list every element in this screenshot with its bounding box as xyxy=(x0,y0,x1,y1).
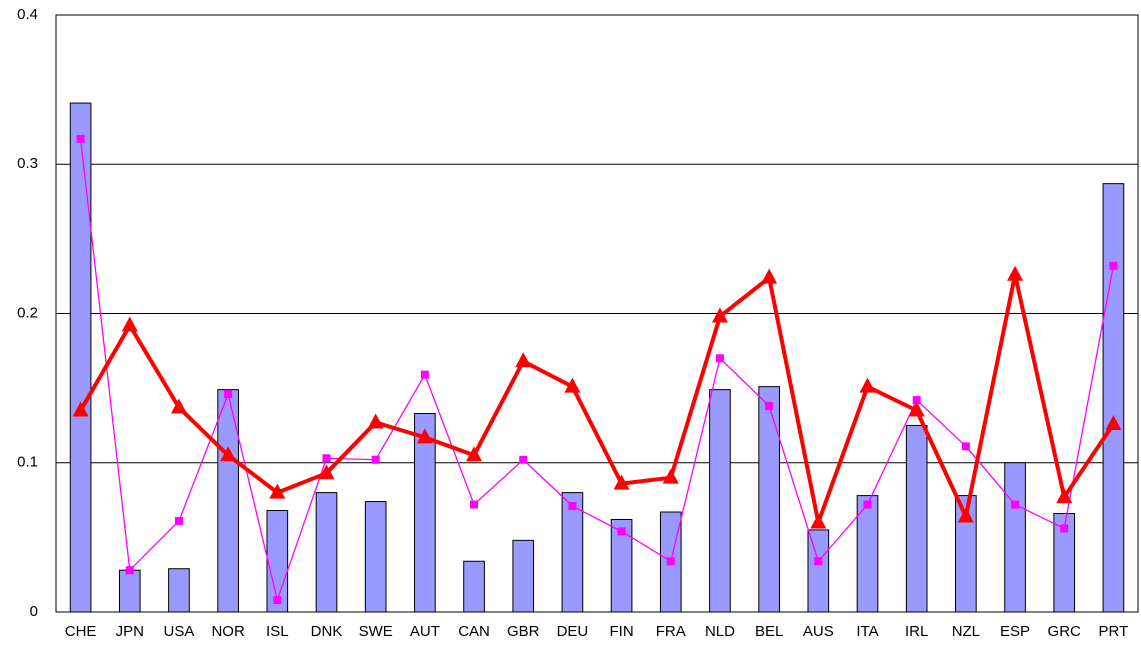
marker xyxy=(617,527,626,536)
x-tick-label: NLD xyxy=(705,623,735,640)
bar xyxy=(512,539,535,613)
marker xyxy=(420,370,429,379)
bar xyxy=(807,529,830,613)
x-tick-label: DNK xyxy=(311,623,343,640)
marker xyxy=(957,507,974,523)
marker xyxy=(814,557,823,566)
bar xyxy=(610,518,633,613)
x-tick-label: JPN xyxy=(116,623,144,640)
x-tick-label: PRT xyxy=(1099,623,1129,640)
y-tick-label: 0.2 xyxy=(17,304,38,321)
bar xyxy=(168,568,190,613)
line xyxy=(78,272,1116,525)
marker xyxy=(1011,500,1020,509)
marker xyxy=(322,454,331,463)
marker xyxy=(170,398,187,414)
x-tick-label: BEL xyxy=(755,623,783,640)
x-tick-label: NOR xyxy=(211,623,245,640)
marker xyxy=(666,557,675,566)
marker xyxy=(761,268,778,284)
marker xyxy=(220,446,237,462)
marker xyxy=(765,402,774,411)
marker xyxy=(908,401,925,417)
bar xyxy=(118,569,141,613)
marker xyxy=(912,396,921,405)
bar xyxy=(1053,512,1076,613)
bar xyxy=(561,492,584,613)
marker xyxy=(568,502,577,511)
marker xyxy=(367,413,384,429)
marker xyxy=(72,401,89,417)
marker xyxy=(76,134,85,143)
marker xyxy=(371,455,380,464)
marker xyxy=(269,483,286,499)
x-tick-label: CHE xyxy=(65,623,97,640)
marker xyxy=(1109,261,1118,270)
y-tick-label: 0.1 xyxy=(17,454,38,471)
x-tick-label: GRC xyxy=(1048,623,1082,640)
bar xyxy=(1102,183,1125,613)
y-tick-label: 0.4 xyxy=(17,6,38,23)
x-tick-label: ISL xyxy=(266,623,289,640)
bar xyxy=(709,389,731,613)
bar xyxy=(217,389,239,613)
marker xyxy=(519,455,528,464)
bar xyxy=(905,424,928,613)
marker xyxy=(466,446,483,462)
marker xyxy=(121,316,138,332)
marker xyxy=(715,354,724,363)
x-tick-label: AUT xyxy=(410,623,440,640)
x-tick-label: AUS xyxy=(803,623,834,640)
bar xyxy=(955,495,977,613)
x-tick-label: SWE xyxy=(359,623,393,640)
bar xyxy=(463,560,485,613)
marker xyxy=(711,307,728,323)
x-tick-label: GBR xyxy=(507,623,540,640)
x-tick-label: NZL xyxy=(952,623,980,640)
marker xyxy=(174,516,183,525)
bar xyxy=(364,501,387,613)
marker xyxy=(318,464,335,480)
x-tick-label: FIN xyxy=(610,623,634,640)
x-tick-label: ESP xyxy=(1000,623,1030,640)
marker xyxy=(125,566,134,575)
x-tick-label: FRA xyxy=(656,623,686,640)
x-tick-label: DEU xyxy=(557,623,589,640)
bar xyxy=(1004,462,1026,613)
marker xyxy=(470,500,479,509)
marker xyxy=(859,377,876,393)
marker xyxy=(810,513,827,529)
marker xyxy=(273,596,282,605)
x-tick-label: USA xyxy=(164,623,195,640)
marker xyxy=(1056,488,1073,504)
marker xyxy=(1007,265,1024,281)
marker xyxy=(224,390,233,399)
x-tick-label: CAN xyxy=(458,623,490,640)
y-tick-label: 0.3 xyxy=(17,155,38,172)
bar xyxy=(69,102,92,613)
x-tick-label: IRL xyxy=(905,623,928,640)
marker xyxy=(515,352,532,368)
marker xyxy=(613,474,630,490)
bar xyxy=(758,386,780,613)
y-tick-label: 0 xyxy=(30,603,38,620)
marker xyxy=(564,377,581,393)
marker xyxy=(863,500,872,509)
marker xyxy=(416,428,433,444)
marker xyxy=(1105,414,1122,430)
line xyxy=(79,138,1115,601)
bar xyxy=(315,492,338,613)
bar xyxy=(856,495,879,613)
plot-frame xyxy=(55,14,1139,613)
marker xyxy=(1060,524,1069,533)
bar xyxy=(414,412,436,613)
x-tick-label: ITA xyxy=(856,623,878,640)
marker xyxy=(662,468,679,484)
marker xyxy=(961,442,970,451)
